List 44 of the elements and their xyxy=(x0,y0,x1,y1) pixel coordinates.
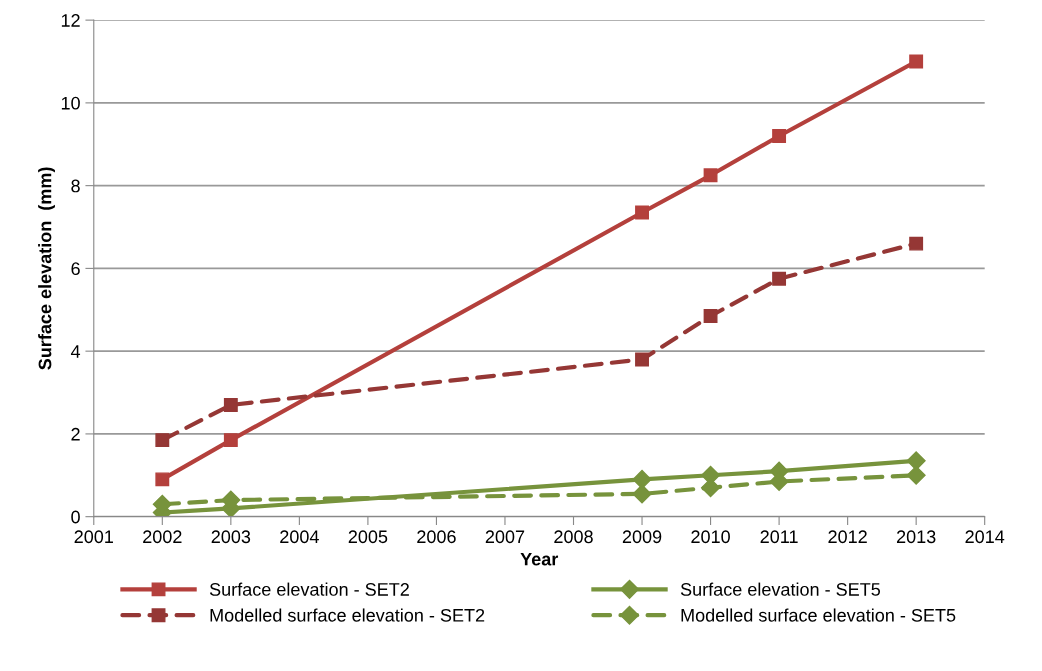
x-tick-label: 2012 xyxy=(828,530,867,544)
y-tick-label: 6 xyxy=(71,262,80,276)
x-tick-label: 2003 xyxy=(211,530,251,544)
x-tick-label: 2001 xyxy=(74,530,113,544)
x-tick-label: 2008 xyxy=(554,530,593,544)
x-tick-label: 2011 xyxy=(760,530,798,544)
y-tick-label: 10 xyxy=(61,96,80,110)
point xyxy=(223,398,238,412)
point xyxy=(632,469,652,489)
point xyxy=(703,309,718,323)
point xyxy=(155,472,170,487)
point xyxy=(701,478,721,498)
point xyxy=(223,433,238,448)
point xyxy=(906,465,926,485)
point xyxy=(909,236,924,251)
y-tick-label: 0 xyxy=(71,510,80,524)
point xyxy=(632,484,652,504)
legend-label: Surface elevation - SET5 xyxy=(680,582,881,596)
x-tick-label: 2007 xyxy=(485,530,525,544)
y-axis-title: Surface elevation (mm) xyxy=(38,167,55,370)
legend-label: Surface elevation - SET2 xyxy=(209,582,409,596)
x-tick-label: 2002 xyxy=(143,530,182,544)
point xyxy=(772,129,787,143)
x-tick-label: 2010 xyxy=(691,530,730,544)
legend-label: Modelled surface elevation - SET5 xyxy=(681,608,956,622)
x-tick-label: 2005 xyxy=(348,530,388,544)
legend-label: Modelled surface elevation - SET2 xyxy=(210,608,485,622)
point xyxy=(703,168,718,183)
point xyxy=(635,352,649,367)
y-tick-label: 4 xyxy=(70,345,81,358)
point xyxy=(906,451,926,471)
y-tick-label: 2 xyxy=(71,427,80,441)
point xyxy=(909,54,924,69)
x-tick-label: 2004 xyxy=(280,530,319,544)
point xyxy=(635,205,649,220)
y-tick-label: 8 xyxy=(71,179,80,193)
point xyxy=(772,271,787,286)
x-tick-label: 2013 xyxy=(896,530,936,544)
x-tick-label: 2014 xyxy=(965,530,1005,544)
x-tick-label: 2006 xyxy=(417,530,456,544)
x-tick-label: 2009 xyxy=(622,530,662,544)
y-tick-label: 12 xyxy=(61,14,80,27)
point xyxy=(155,433,170,448)
x-axis-title: Year xyxy=(520,552,559,566)
